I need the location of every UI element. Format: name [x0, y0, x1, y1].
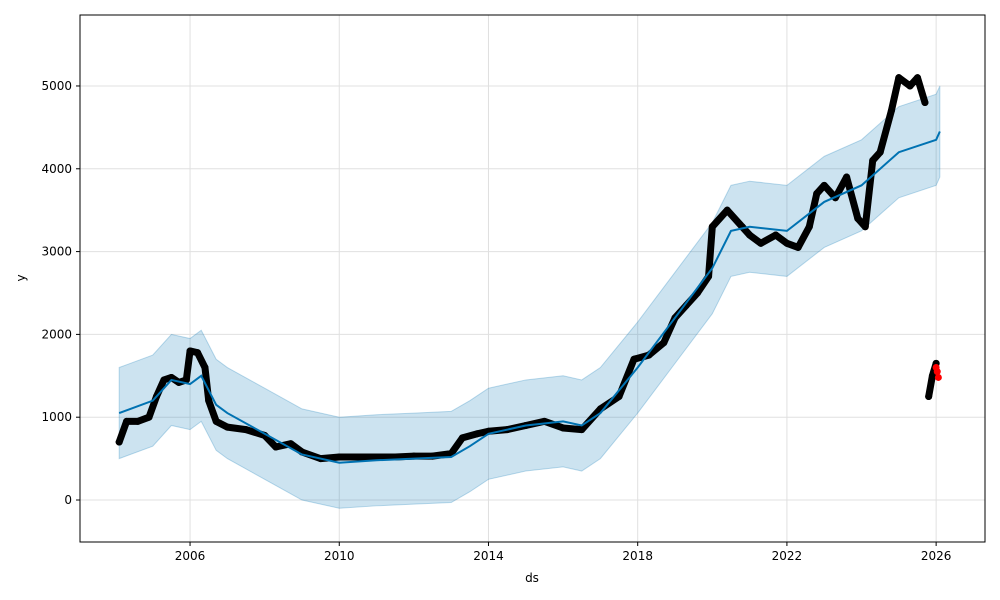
y-axis-label: y — [14, 274, 28, 281]
actual-point — [182, 376, 190, 384]
actual-point — [820, 181, 828, 189]
x-tick-label: 2022 — [772, 549, 803, 563]
actual-point — [145, 413, 153, 421]
actual-point — [115, 438, 123, 446]
actual-point — [861, 223, 869, 231]
actual-point — [458, 434, 466, 442]
x-tick-label: 2010 — [324, 549, 355, 563]
x-tick-label: 2006 — [175, 549, 206, 563]
actual-point — [287, 440, 295, 448]
y-tick-label: 0 — [64, 493, 72, 507]
actual-point — [123, 417, 131, 425]
actual-point — [783, 239, 791, 247]
actual-point — [201, 364, 209, 372]
actual-point — [723, 206, 731, 214]
actual-point — [794, 243, 802, 251]
actual-point — [335, 453, 343, 461]
actual-point — [578, 426, 586, 434]
y-tick-label: 2000 — [41, 327, 72, 341]
actual-point — [746, 231, 754, 239]
x-axis-label: ds — [525, 571, 539, 585]
actual-point — [473, 430, 481, 438]
chart-marks — [115, 74, 942, 509]
actual-point — [212, 417, 220, 425]
test-point — [934, 373, 942, 381]
grid — [80, 15, 985, 542]
y-tick-label: 1000 — [41, 410, 72, 424]
actual-point — [134, 417, 142, 425]
actual-point — [921, 99, 929, 107]
actual-point — [167, 373, 175, 381]
actual-point — [906, 82, 914, 90]
actual-point — [869, 156, 877, 164]
actual-point — [373, 453, 381, 461]
actual-point — [813, 190, 821, 198]
axis-ticks: 2006 2010 2014 2018 2022 2026 0 1000 2000 3000 400… — [41, 79, 951, 563]
forecast-line — [118, 131, 941, 464]
test-point — [933, 368, 941, 376]
y-tick-label: 5000 — [41, 79, 72, 93]
actual-point — [843, 173, 851, 181]
actual-point — [615, 393, 623, 401]
actual-point — [160, 376, 168, 384]
actual-point — [887, 107, 895, 115]
actual-point — [928, 372, 936, 380]
y-tick-label: 4000 — [41, 162, 72, 176]
actual-point — [913, 74, 921, 82]
actual-point — [354, 453, 362, 461]
x-tick-label: 2014 — [473, 549, 504, 563]
actual-point — [630, 355, 638, 363]
y-tick-label: 3000 — [41, 245, 72, 259]
actual-point — [205, 397, 213, 405]
actual-point — [708, 223, 716, 231]
actual-point — [854, 214, 862, 222]
plot-frame — [79, 14, 986, 543]
x-tick-label: 2026 — [921, 549, 952, 563]
actual-point — [186, 347, 194, 355]
actual-point — [772, 231, 780, 239]
actual-point — [242, 426, 250, 434]
actual-point — [223, 423, 231, 431]
actual-point — [660, 339, 668, 347]
actual-point — [757, 239, 765, 247]
actual-point — [559, 424, 567, 432]
actual-point — [876, 148, 884, 156]
uncertainty-band — [118, 85, 941, 509]
x-tick-label: 2018 — [622, 549, 653, 563]
actual-point — [895, 74, 903, 82]
actual-point — [805, 223, 813, 231]
actual-point — [272, 443, 280, 451]
actual-point — [194, 349, 202, 357]
actual-point — [925, 393, 933, 401]
